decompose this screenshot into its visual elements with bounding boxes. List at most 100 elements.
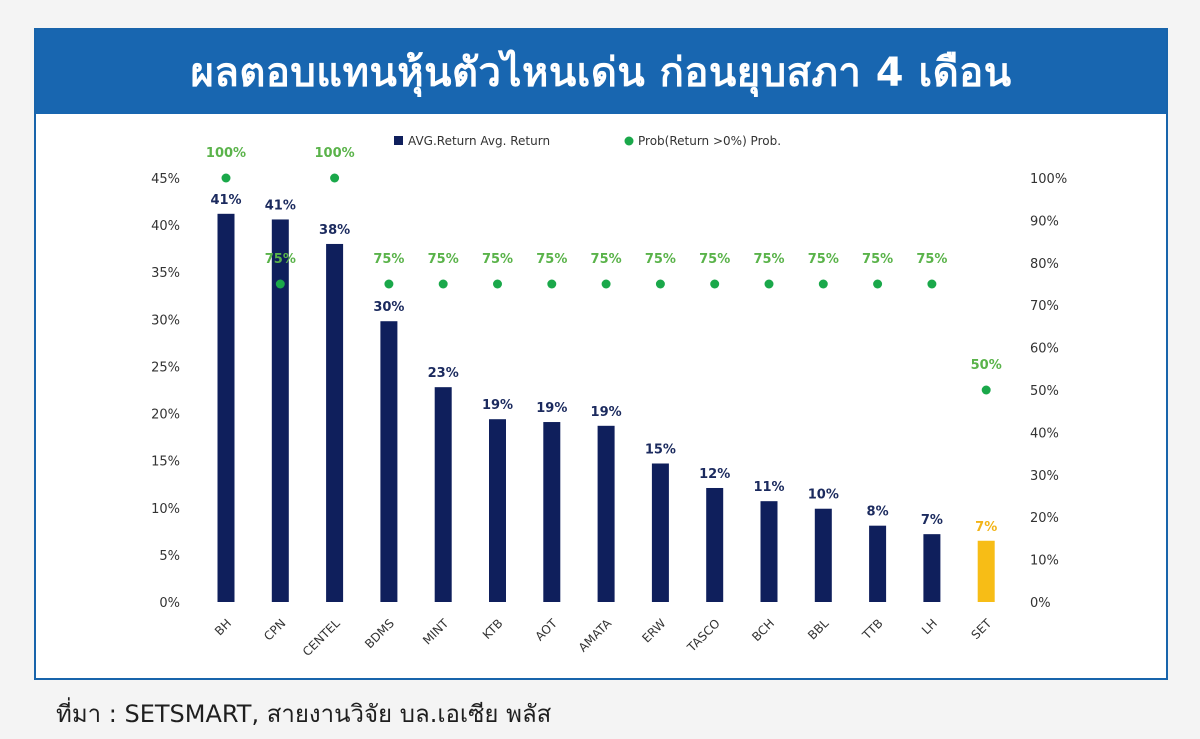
x-axis-tick-label: CENTEL	[300, 616, 343, 659]
prob-value-label: 75%	[428, 252, 459, 267]
bar-cpn	[271, 219, 289, 603]
bar-bbl	[814, 508, 832, 602]
legend-label-prob: Prob(Return >0%) Prob.	[638, 134, 781, 148]
prob-value-label: 75%	[265, 252, 296, 267]
x-axis-tick-label: BDMS	[362, 616, 397, 651]
left-axis-tick-label: 30%	[151, 313, 180, 328]
prob-point-amata	[601, 279, 611, 289]
prob-value-label: 75%	[862, 252, 893, 267]
right-axis-tick-label: 30%	[1030, 469, 1059, 484]
bar-lh	[923, 534, 941, 602]
bar-bdms	[380, 321, 398, 602]
bar-value-label: 23%	[428, 366, 459, 381]
prob-point-ttb	[873, 279, 883, 289]
prob-value-label: 75%	[373, 252, 404, 267]
right-axis-tick-label: 70%	[1030, 299, 1059, 314]
x-axis-tick-label: MINT	[420, 616, 452, 648]
prob-point-aot	[547, 279, 557, 289]
x-axis-tick-label: AMATA	[576, 616, 615, 655]
bar-value-label: 12%	[699, 467, 730, 482]
x-axis-tick-label: BCH	[749, 616, 777, 644]
right-axis-tick-label: 60%	[1030, 342, 1059, 357]
left-axis-tick-label: 10%	[151, 502, 180, 517]
x-axis-tick-label: KTB	[480, 616, 506, 642]
bar-bh	[217, 213, 235, 602]
left-axis-tick-label: 15%	[151, 455, 180, 470]
bar-ttb	[869, 525, 887, 602]
x-axis-tick-label: LH	[919, 616, 940, 637]
x-axis-tick-label: AOT	[532, 616, 560, 644]
bar-value-label: 19%	[591, 405, 622, 420]
bar-bch	[760, 501, 778, 602]
x-axis-tick-label: BBL	[805, 616, 831, 642]
right-axis-tick-label: 20%	[1030, 511, 1059, 526]
prob-value-label: 100%	[206, 146, 246, 161]
bar-erw	[651, 463, 669, 602]
bar-tasco	[706, 487, 724, 602]
source-caption: ที่มา : SETSMART, สายงานวิจัย บล.เอเซีย …	[56, 700, 552, 728]
right-axis-tick-label: 10%	[1030, 554, 1059, 569]
prob-point-bh	[221, 173, 231, 183]
bar-value-label: 41%	[265, 198, 296, 213]
bar-value-label: 7%	[975, 520, 997, 535]
prob-value-label: 75%	[482, 252, 513, 267]
prob-value-label: 75%	[645, 252, 676, 267]
prob-point-bbl	[818, 279, 828, 289]
x-axis-tick-label: BH	[212, 616, 234, 638]
bar-centel	[326, 243, 344, 602]
x-axis-tick-label: CPN	[261, 616, 288, 643]
prob-point-lh	[927, 279, 937, 289]
bar-amata	[597, 425, 615, 602]
bar-value-label: 30%	[373, 300, 404, 315]
prob-point-ktb	[493, 279, 502, 289]
prob-value-label: 75%	[916, 252, 947, 267]
bar-value-label: 7%	[921, 513, 943, 528]
prob-point-cpn	[275, 279, 285, 289]
prob-value-label: 75%	[699, 252, 730, 267]
left-axis-tick-label: 5%	[159, 549, 180, 564]
left-axis-tick-label: 0%	[159, 596, 180, 611]
prob-point-mint	[438, 279, 448, 289]
bar-value-label: 8%	[867, 505, 889, 520]
bar-value-label: 10%	[808, 488, 839, 503]
left-axis-tick-label: 20%	[151, 408, 180, 423]
page-title: ผลตอบแทนหุ้นตัวไหนเด่น ก่อนยุบสภา 4 เดือ…	[190, 50, 1012, 96]
prob-point-bch	[764, 279, 774, 289]
prob-point-centel	[330, 173, 340, 183]
legend-marker-prob	[624, 136, 634, 146]
x-axis-tick-label: SET	[968, 616, 994, 642]
prob-point-set	[981, 385, 991, 395]
bar-value-label: 15%	[645, 442, 676, 457]
prob-value-label: 50%	[971, 358, 1002, 373]
right-axis-tick-label: 0%	[1030, 596, 1051, 611]
right-axis-tick-label: 80%	[1030, 257, 1059, 272]
left-axis-tick-label: 25%	[151, 360, 180, 375]
bar-mint	[434, 387, 452, 602]
title-banner: ผลตอบแทนหุ้นตัวไหนเด่น ก่อนยุบสภา 4 เดือ…	[36, 30, 1166, 114]
prob-point-erw	[655, 279, 665, 289]
bar-aot	[543, 422, 561, 602]
bar-set	[977, 540, 995, 602]
prob-value-label: 75%	[808, 252, 839, 267]
x-axis-tick-label: TASCO	[684, 616, 723, 655]
prob-value-label: 75%	[536, 252, 567, 267]
right-axis-tick-label: 40%	[1030, 426, 1059, 441]
left-axis-tick-label: 40%	[151, 219, 180, 234]
prob-value-label: 100%	[315, 146, 355, 161]
left-axis-tick-label: 45%	[151, 172, 180, 187]
legend-label-avg-return: AVG.Return Avg. Return	[408, 134, 550, 148]
bar-ktb	[489, 419, 506, 602]
right-axis-tick-label: 50%	[1030, 384, 1059, 399]
bar-value-label: 19%	[536, 401, 567, 416]
prob-point-tasco	[710, 279, 720, 289]
prob-value-label: 75%	[591, 252, 622, 267]
x-axis-tick-label: ERW	[639, 616, 668, 645]
bar-value-label: 41%	[210, 193, 241, 208]
bar-value-label: 19%	[482, 398, 513, 413]
bar-value-label: 38%	[319, 223, 350, 238]
legend-swatch-avg-return	[394, 136, 403, 145]
x-axis-tick-label: TTB	[859, 616, 886, 643]
right-axis-tick-label: 90%	[1030, 214, 1059, 229]
bar-value-label: 11%	[753, 480, 784, 495]
